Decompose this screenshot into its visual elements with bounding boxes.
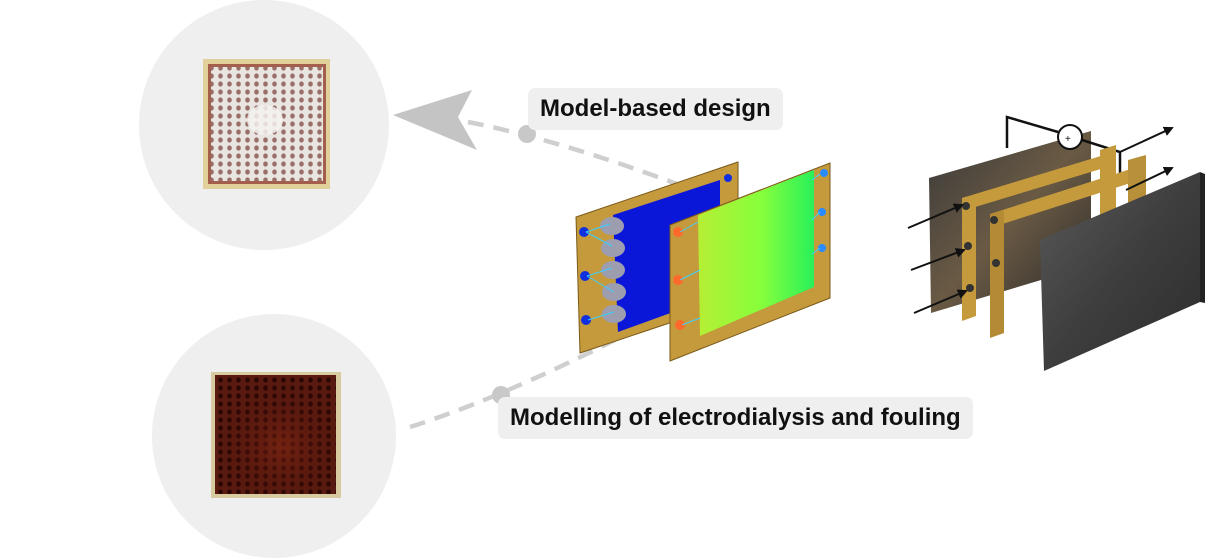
spacer-frame-2 bbox=[990, 210, 1004, 338]
flow-arrows bbox=[907, 126, 1174, 314]
arrow-head-icon bbox=[393, 90, 477, 150]
fouled-membrane-photo bbox=[211, 372, 341, 498]
green-simulation-plate bbox=[669, 162, 831, 362]
dashed-connector-top bbox=[467, 119, 686, 190]
power-source-icon bbox=[1057, 124, 1083, 150]
svg-text:+: + bbox=[1065, 134, 1071, 145]
spacer-frame-1 bbox=[962, 194, 976, 321]
model-based-design-label: Model-based design bbox=[528, 88, 783, 130]
clean-membrane-photo bbox=[203, 59, 330, 189]
electrodialysis-stack: + bbox=[907, 115, 1205, 371]
modelling-fouling-label: Modelling of electrodialysis and fouling bbox=[498, 397, 973, 439]
front-electrode-plate bbox=[1040, 172, 1200, 371]
